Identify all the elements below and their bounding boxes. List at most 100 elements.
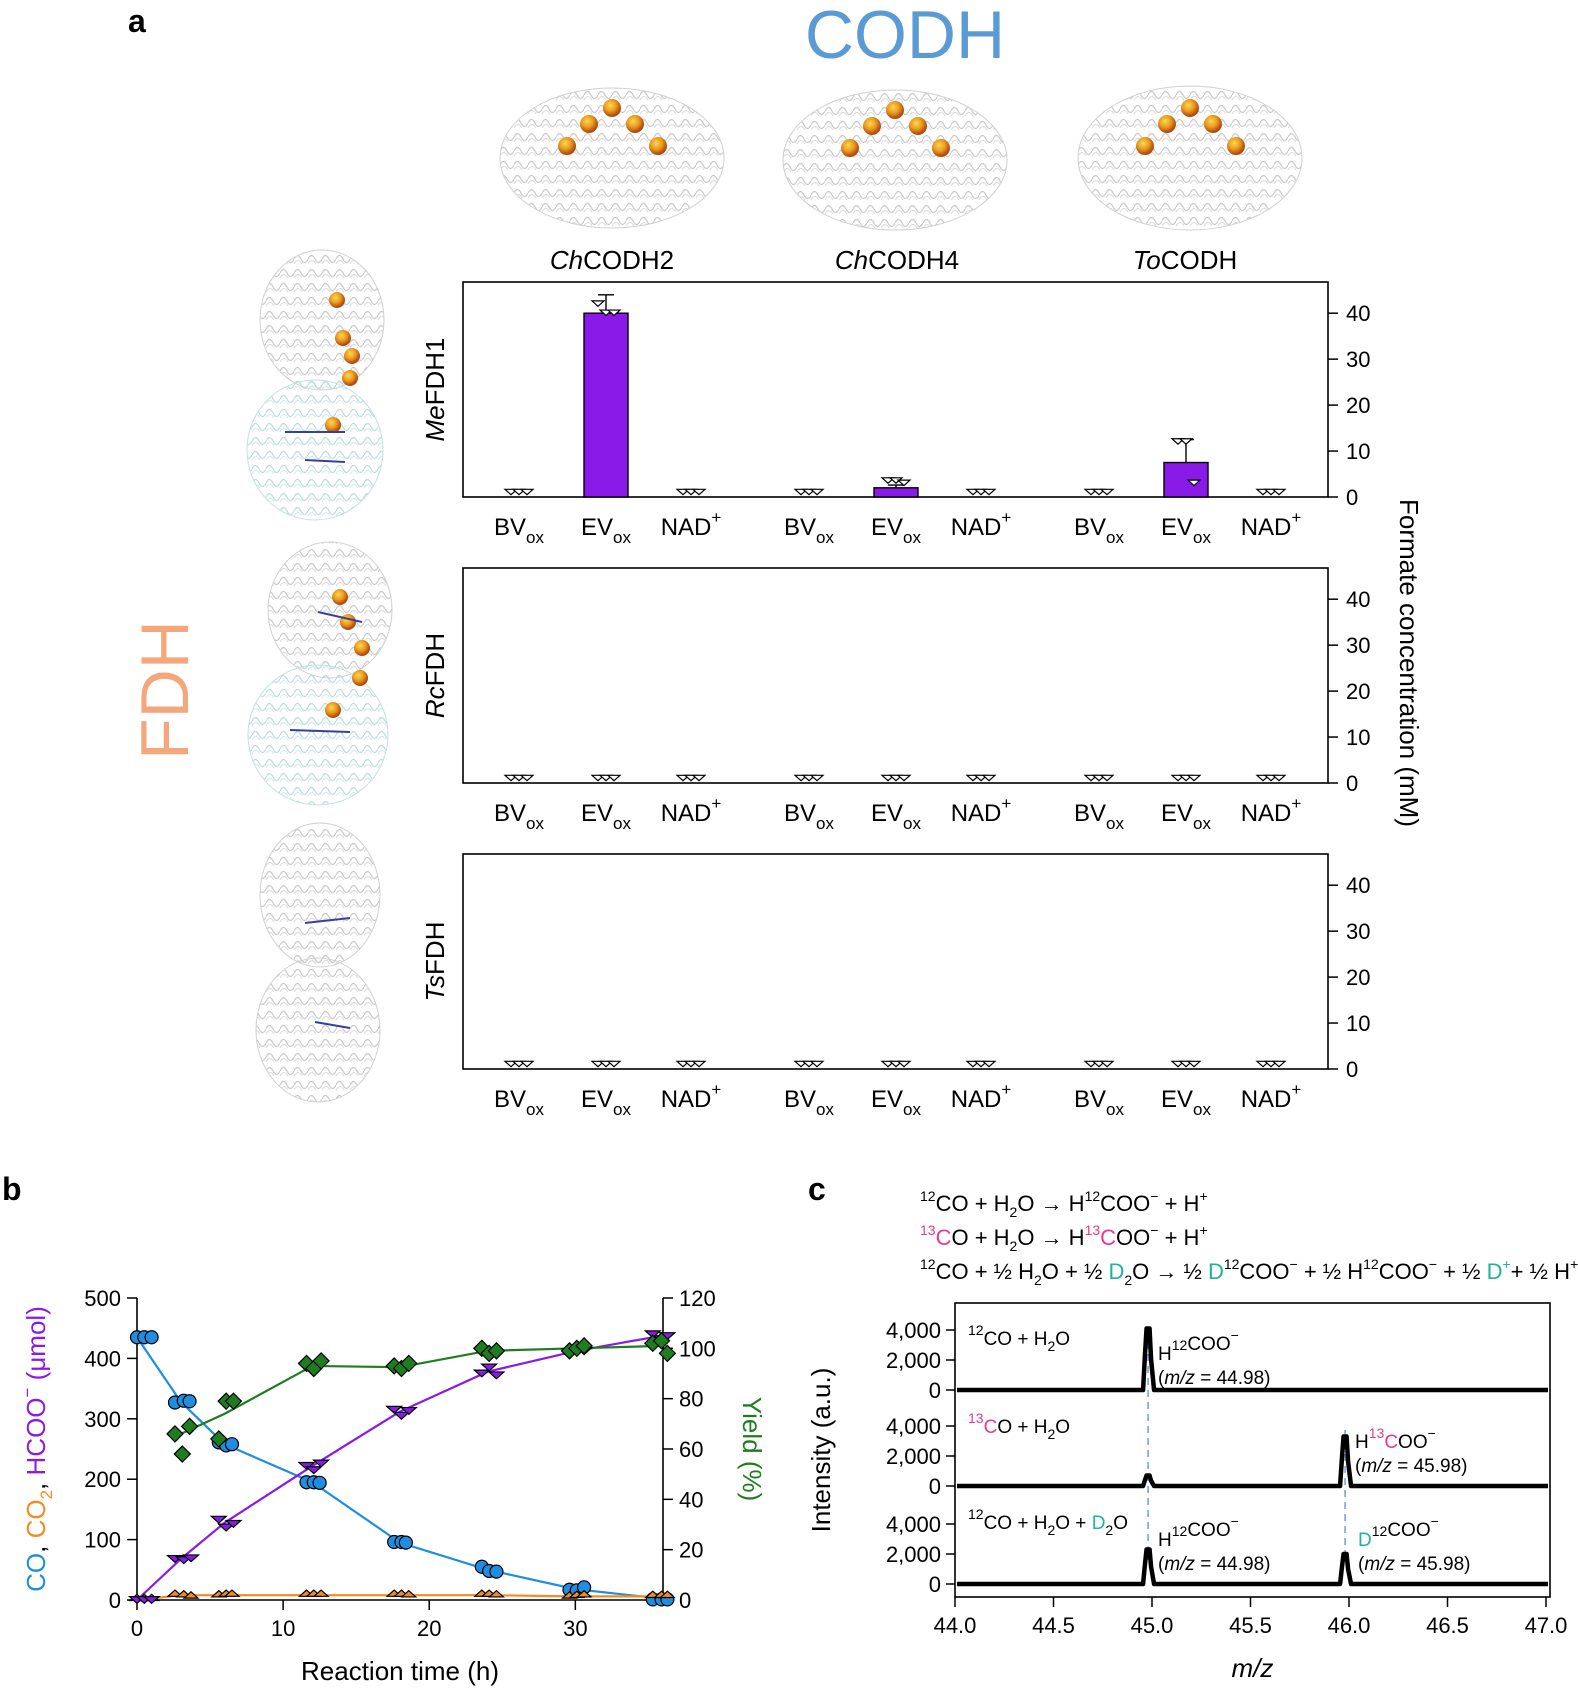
y-tick-label: 200 xyxy=(84,1467,121,1492)
point-CO2 xyxy=(575,1589,593,1598)
category-label: EVox xyxy=(871,800,921,833)
category-label: EVox xyxy=(1161,800,1211,833)
bar xyxy=(583,312,629,498)
y-tick-label: 400 xyxy=(84,1346,121,1371)
point-HCOO- xyxy=(392,1411,411,1420)
point-HCOO- xyxy=(304,1466,323,1475)
peak-label-h12coo-2: H12COO− xyxy=(1158,1513,1239,1551)
peak-mz-1: (m/z = 44.98) xyxy=(1158,1368,1270,1389)
replicate-point xyxy=(1271,774,1287,782)
category-label: NAD+ xyxy=(661,508,722,541)
plot-frame-TsFDH xyxy=(462,853,1329,1070)
y-tick-label: 4,000 xyxy=(886,1512,941,1537)
point-HCOO- xyxy=(181,1554,201,1563)
structure-codh-1 xyxy=(499,87,725,229)
condition-label-2: 13CO + H2O xyxy=(968,1410,1070,1442)
point-CO2 xyxy=(658,1590,676,1599)
reaction-2: 13CO + H2O → H13COO− + H+ xyxy=(920,1222,1208,1254)
category-label: BVox xyxy=(494,800,544,833)
y-tick-label: 10 xyxy=(1346,725,1370,750)
peak-mz-2: (m/z = 45.98) xyxy=(1355,1456,1467,1477)
category-label: BVox xyxy=(784,514,834,547)
y2-tick-label: 100 xyxy=(679,1336,716,1361)
fdh-name-3: TsFDH xyxy=(420,922,450,1002)
replicate-point xyxy=(691,1060,707,1068)
point-HCOO- xyxy=(312,1459,331,1468)
bar xyxy=(873,487,919,498)
replicate-point xyxy=(691,774,707,782)
category-label: EVox xyxy=(581,800,631,833)
replicate-point xyxy=(519,488,535,496)
point-CO xyxy=(398,1535,413,1550)
replicate-point xyxy=(1186,479,1202,487)
codh-name-3: ToCODH xyxy=(1133,245,1238,275)
fdh-heading: FDH xyxy=(127,620,203,760)
replicate-point xyxy=(606,1060,622,1068)
codh-name-1: ChCODH2 xyxy=(550,245,674,275)
point-HCOO- xyxy=(399,1406,418,1416)
y-tick-label: 2,000 xyxy=(886,1542,941,1567)
x-axis-label: Reaction time (h) xyxy=(301,1656,499,1686)
category-label: NAD+ xyxy=(951,508,1012,541)
x-tick-label: 30 xyxy=(563,1616,587,1641)
codh-heading: CODH xyxy=(805,0,1005,73)
category-label: NAD+ xyxy=(1241,794,1302,827)
x-axis-label: m/z xyxy=(1232,1653,1274,1683)
point-HCOO- xyxy=(643,1330,662,1339)
replicate-point xyxy=(1178,438,1194,445)
x-tick-label: 44.0 xyxy=(934,1613,977,1638)
y-tick-label: 0 xyxy=(929,1474,941,1499)
y-tick-label: 20 xyxy=(1346,679,1370,704)
y-tick-label: 20 xyxy=(1346,393,1370,418)
y2-tick-label: 40 xyxy=(679,1487,703,1512)
structure-fdh-3 xyxy=(255,822,381,1103)
spectra-frame xyxy=(954,1302,1551,1598)
category-label: BVox xyxy=(494,514,544,547)
y-tick-label: 0 xyxy=(929,1572,941,1597)
point-Yield xyxy=(312,1352,330,1370)
point-Yield xyxy=(575,1336,593,1355)
replicate-point xyxy=(606,774,622,782)
point-Yield xyxy=(652,1331,671,1350)
category-label: BVox xyxy=(494,1086,544,1119)
category-label: NAD+ xyxy=(1241,1080,1302,1113)
peak-mz-4: (m/z = 45.98) xyxy=(1358,1554,1470,1575)
y-tick-label: 4,000 xyxy=(886,1414,941,1439)
replicate-point xyxy=(1099,774,1115,782)
peak-label-h12coo-1: H12COO− xyxy=(1158,1327,1239,1365)
point-HCOO- xyxy=(472,1369,491,1378)
x-tick-label: 44.5 xyxy=(1032,1613,1075,1638)
spectrum-trace-1 xyxy=(957,1326,1548,1393)
replicate-point xyxy=(809,488,825,496)
reaction-1: 12CO + H2O → H12COO− + H+ xyxy=(920,1188,1208,1220)
y-tick-label: 300 xyxy=(84,1407,121,1432)
x-tick-label: 10 xyxy=(271,1616,295,1641)
plot-frame-RcFDH xyxy=(462,567,1329,784)
y-tick-label: 0 xyxy=(1346,485,1358,510)
point-CO2 xyxy=(223,1589,241,1597)
replicate-point xyxy=(809,774,825,782)
condition-label-3: 12CO + H2O + D2O xyxy=(968,1506,1128,1538)
replicate-point xyxy=(896,479,912,487)
panel-a-bar-charts: ChCODH2 ChCODH4 ToCODH 0 10 20 30 40 MeFDH1 BVox E… xyxy=(420,245,1370,1119)
x-tick-label: 20 xyxy=(417,1616,441,1641)
y-tick-label: 500 xyxy=(84,1286,121,1311)
panel-label-a: a xyxy=(128,3,146,39)
point-CO xyxy=(144,1330,159,1345)
y-tick-label: 2,000 xyxy=(886,1444,941,1469)
y-tick-label: 10 xyxy=(1346,439,1370,464)
point-CO2 xyxy=(182,1591,200,1599)
y-tick-label: 40 xyxy=(1346,301,1370,326)
point-CO xyxy=(489,1564,504,1579)
y-tick-label: 10 xyxy=(1346,1011,1370,1036)
point-CO xyxy=(182,1394,197,1409)
category-label: EVox xyxy=(581,1086,631,1119)
replicate-point xyxy=(1099,488,1115,496)
y2-tick-label: 60 xyxy=(679,1437,703,1462)
y-tick-label: 0 xyxy=(1346,1057,1358,1082)
replicate-point xyxy=(1271,488,1287,496)
point-Yield xyxy=(399,1354,418,1373)
category-label: NAD+ xyxy=(951,794,1012,827)
point-Yield xyxy=(173,1445,192,1463)
